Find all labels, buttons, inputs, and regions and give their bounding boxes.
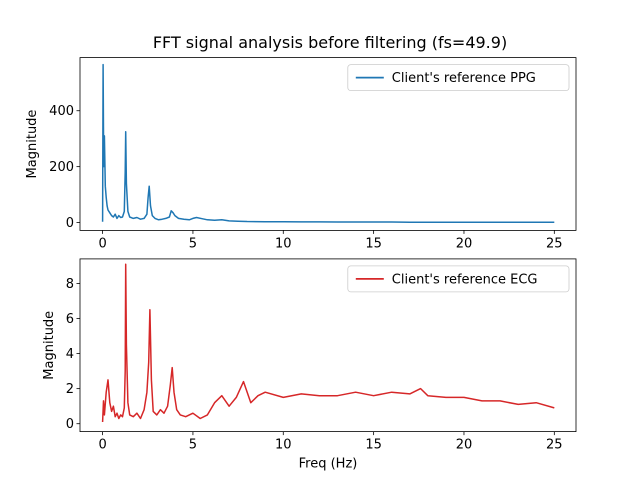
x-tick-label: 10: [275, 438, 292, 453]
y-axis-label: Magnitude: [25, 110, 40, 179]
y-tick-label: 4: [66, 347, 74, 362]
x-axis-label: Freq (Hz): [299, 457, 358, 472]
y-tick-label: 2: [66, 382, 74, 397]
y-tick-label: 0: [66, 216, 74, 231]
y-tick-label: 400: [49, 104, 74, 119]
axes-frame: [79, 57, 577, 231]
x-tick-label: 25: [546, 236, 563, 251]
x-tick-label: 20: [456, 438, 473, 453]
x-tick-label: 5: [189, 438, 197, 453]
x-tick-label: 0: [98, 236, 106, 251]
x-tick-label: 15: [365, 438, 382, 453]
x-tick-label: 5: [189, 236, 197, 251]
bottom-plot-ecg: 0 5 10 15 20 25 0 2 4 6 8 Magnitude Freq (Hz) Client'…: [42, 258, 577, 472]
top-plot-ppg: 0 5 10 15 20 25 0 200 400 Magnitude Client's refer…: [25, 57, 577, 251]
x-tick-label: 0: [98, 438, 106, 453]
legend-box: [347, 265, 570, 293]
series-line-0: [101, 63, 555, 224]
legend-label: Client's reference ECG: [392, 272, 538, 287]
legend-box: [347, 64, 570, 91]
series-line-0: [101, 263, 555, 423]
y-tick-label: 6: [66, 312, 74, 327]
y-tick-label: 200: [49, 160, 74, 175]
chart-title: FFT signal analysis before filtering (fs…: [153, 33, 507, 52]
x-tick-label: 20: [456, 236, 473, 251]
axes-frame: [79, 258, 577, 432]
y-tick-label: 0: [66, 417, 74, 432]
x-tick-label: 10: [275, 236, 292, 251]
legend-label: Client's reference PPG: [392, 71, 536, 86]
x-tick-label: 25: [546, 438, 563, 453]
y-axis-label: Magnitude: [42, 311, 57, 380]
x-tick-label: 15: [365, 236, 382, 251]
y-tick-label: 8: [66, 277, 74, 292]
